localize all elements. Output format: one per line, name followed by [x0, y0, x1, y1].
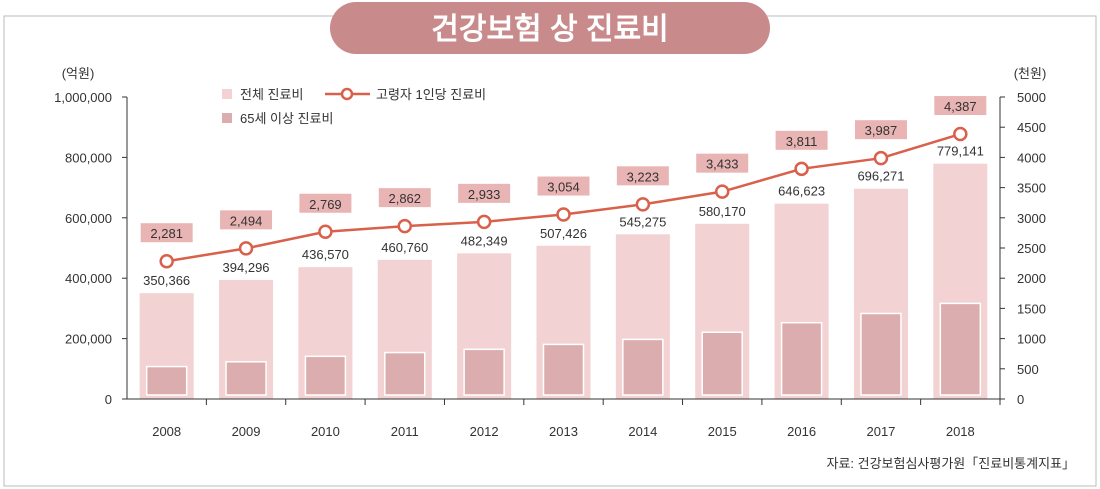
bar-elderly-2010 [304, 355, 347, 396]
right-tick-label-4000: 4000 [1017, 150, 1046, 165]
bar-total-label-2013: 507,426 [540, 226, 587, 241]
right-tick-label-3500: 3500 [1017, 181, 1046, 196]
right-tick-label-5000: 5000 [1017, 90, 1046, 105]
left-tick-label-600000: 600,000 [65, 211, 112, 226]
bar-elderly-2008 [145, 365, 188, 396]
bar-elderly-2012 [463, 348, 505, 396]
x-tick-label-2008: 2008 [152, 424, 181, 439]
line-label-2009: 2,494 [230, 213, 263, 228]
bar-total-label-2012: 482,349 [461, 233, 508, 248]
line-point-2010 [318, 224, 333, 240]
x-tick-label-2012: 2012 [470, 424, 499, 439]
line-label-box-2008 [140, 223, 193, 243]
bar-total-label-2015: 580,170 [699, 204, 746, 219]
bar-elderly-2018 [939, 302, 982, 396]
legend-swatch-total [222, 89, 232, 99]
line-point-2014 [635, 197, 651, 212]
line-point-2011 [397, 218, 413, 234]
line-point-2013 [556, 207, 571, 222]
bar-elderly-2009 [225, 361, 267, 396]
line-label-2010: 2,769 [309, 197, 342, 212]
bar-elderly-2015 [701, 331, 743, 396]
line-label-2018: 4,387 [944, 99, 977, 114]
chart-title: 건강보험 상 진료비 [431, 13, 668, 46]
legend-label-per-capita: 고령자 1인당 진료비 [376, 87, 486, 102]
bar-total-label-2018: 779,141 [937, 144, 984, 159]
line-point-2017 [873, 150, 889, 166]
left-tick-label-400000: 400,000 [65, 271, 112, 286]
right-tick-label-500: 500 [1017, 362, 1039, 377]
legend-swatch-elderly [222, 113, 232, 123]
legend-marker-per-capita [340, 87, 354, 101]
right-tick-label-0: 0 [1017, 392, 1024, 407]
line-point-2016 [794, 161, 809, 177]
line-point-2012 [476, 214, 492, 230]
left-tick-label-200000: 200,000 [65, 332, 112, 347]
x-tick-label-2018: 2018 [946, 424, 975, 439]
right-tick-label-4500: 4500 [1017, 120, 1046, 135]
title-pill [330, 2, 770, 54]
bar-total-label-2009: 394,296 [223, 260, 270, 275]
bar-total-label-2011: 460,760 [381, 240, 428, 255]
x-tick-label-2014: 2014 [628, 424, 657, 439]
x-tick-label-2016: 2016 [787, 424, 816, 439]
line-point-2018 [953, 126, 968, 142]
bar-elderly-2017 [860, 312, 902, 396]
line-label-box-2018 [934, 96, 987, 116]
right-tick-label-2500: 2500 [1017, 241, 1046, 256]
line-point-2008 [159, 253, 174, 269]
line-label-2017: 3,987 [865, 123, 898, 138]
line-point-2015 [714, 184, 730, 199]
left-tick-label-0: 0 [105, 392, 112, 407]
right-tick-label-3000: 3000 [1017, 211, 1046, 226]
bar-total-label-2014: 545,275 [619, 214, 666, 229]
x-tick-label-2017: 2017 [866, 424, 895, 439]
bar-elderly-2011 [384, 351, 426, 396]
right-axis-unit: (천원) [1014, 66, 1047, 81]
right-tick-label-1500: 1500 [1017, 301, 1046, 316]
line-label-2016: 3,811 [786, 134, 818, 149]
bar-total-label-2010: 436,570 [302, 247, 349, 262]
legend-label-elderly: 65세 이상 진료비 [240, 111, 333, 126]
bar-elderly-2016 [780, 321, 823, 396]
source-note: 자료: 건강보험심사평가원「진료비통계지표」 [826, 456, 1075, 471]
x-tick-label-2011: 2011 [391, 424, 419, 439]
line-label-box-2012 [458, 183, 511, 203]
line-label-2014: 3,223 [627, 169, 660, 184]
left-axis-unit: (억원) [62, 66, 95, 81]
line-label-box-2016 [775, 130, 828, 150]
bar-elderly-2013 [542, 343, 585, 396]
bar-elderly-2014 [622, 338, 664, 396]
bar-total-label-2016: 646,623 [778, 184, 825, 199]
line-label-box-2010 [299, 193, 352, 213]
line-label-box-2009 [220, 210, 273, 230]
legend: 전체 진료비 65세 이상 진료비 고령자 1인당 진료비 [222, 87, 486, 126]
line-label-2011: 2,862 [388, 191, 421, 206]
line-label-2015: 3,433 [706, 157, 739, 172]
right-tick-label-1000: 1000 [1017, 332, 1046, 347]
x-tick-label-2015: 2015 [708, 424, 737, 439]
right-tick-label-2000: 2000 [1017, 271, 1046, 286]
line-label-box-2015 [696, 153, 749, 173]
x-tick-label-2013: 2013 [549, 424, 578, 439]
x-tick-label-2010: 2010 [311, 424, 340, 439]
line-label-2008: 2,281 [150, 226, 183, 241]
line-label-box-2017 [854, 120, 907, 140]
line-label-box-2013 [537, 176, 590, 196]
bar-total-label-2008: 350,366 [143, 273, 190, 288]
left-tick-label-1000000: 1,000,000 [54, 90, 112, 105]
line-label-2012: 2,933 [468, 187, 501, 202]
legend-label-total: 전체 진료비 [240, 87, 303, 102]
bar-total-label-2017: 696,271 [857, 169, 904, 184]
line-label-box-2014 [616, 166, 669, 186]
line-label-2013: 3,054 [547, 180, 580, 195]
line-point-2009 [238, 241, 254, 256]
left-tick-label-800000: 800,000 [65, 150, 112, 165]
x-tick-label-2009: 2009 [232, 424, 261, 439]
line-label-box-2011 [378, 188, 431, 208]
